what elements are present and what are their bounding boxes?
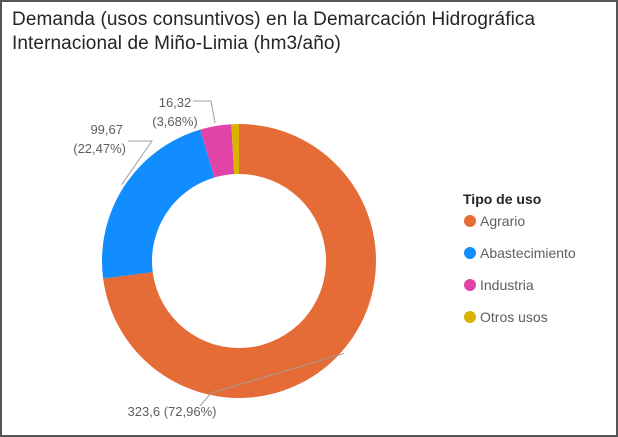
- slice-abastecimiento[interactable]: [101, 129, 215, 279]
- label-abastecimiento-value: 99,67: [90, 122, 123, 137]
- legend-item-abastecimiento[interactable]: Abastecimiento: [480, 245, 576, 261]
- slice-otros-usos[interactable]: [231, 124, 239, 175]
- leader-abastecimiento: [121, 140, 153, 185]
- legend-marker-otros-usos[interactable]: [464, 311, 476, 323]
- legend: Tipo de uso Agrario Abastecimiento Industr…: [463, 191, 576, 325]
- legend-item-otros-usos[interactable]: Otros usos: [480, 309, 548, 325]
- label-industria-percent: (3,68%): [152, 114, 198, 129]
- label-agrario: 323,6 (72,96%): [128, 404, 217, 419]
- chart-title-line-2: Internacional de Miño-Limia (hm3/año): [12, 33, 341, 54]
- legend-title: Tipo de uso: [463, 191, 541, 207]
- legend-item-industria[interactable]: Industria: [480, 277, 534, 293]
- leader-industria: [193, 100, 216, 124]
- slice-industria[interactable]: [200, 124, 235, 178]
- label-industria-value: 16,32: [159, 95, 192, 110]
- legend-marker-industria[interactable]: [464, 279, 476, 291]
- chart-title: Demanda (usos consuntivos) en la Demarca…: [12, 8, 612, 56]
- legend-marker-abastecimiento[interactable]: [464, 247, 476, 259]
- chart-title-line-1: Demanda (usos consuntivos) en la Demarca…: [12, 9, 536, 30]
- donut-slices: [101, 124, 376, 398]
- slice-agrario[interactable]: [103, 124, 376, 398]
- leader-lines: [121, 100, 345, 407]
- label-agrario-percent-text: (72,96%): [164, 404, 217, 419]
- leader-agrario: [199, 352, 345, 407]
- legend-item-agrario[interactable]: Agrario: [480, 213, 525, 229]
- label-abastecimiento-percent: (22,47%): [73, 141, 126, 156]
- label-agrario-value: 323,6: [128, 404, 161, 419]
- legend-marker-agrario[interactable]: [464, 215, 476, 227]
